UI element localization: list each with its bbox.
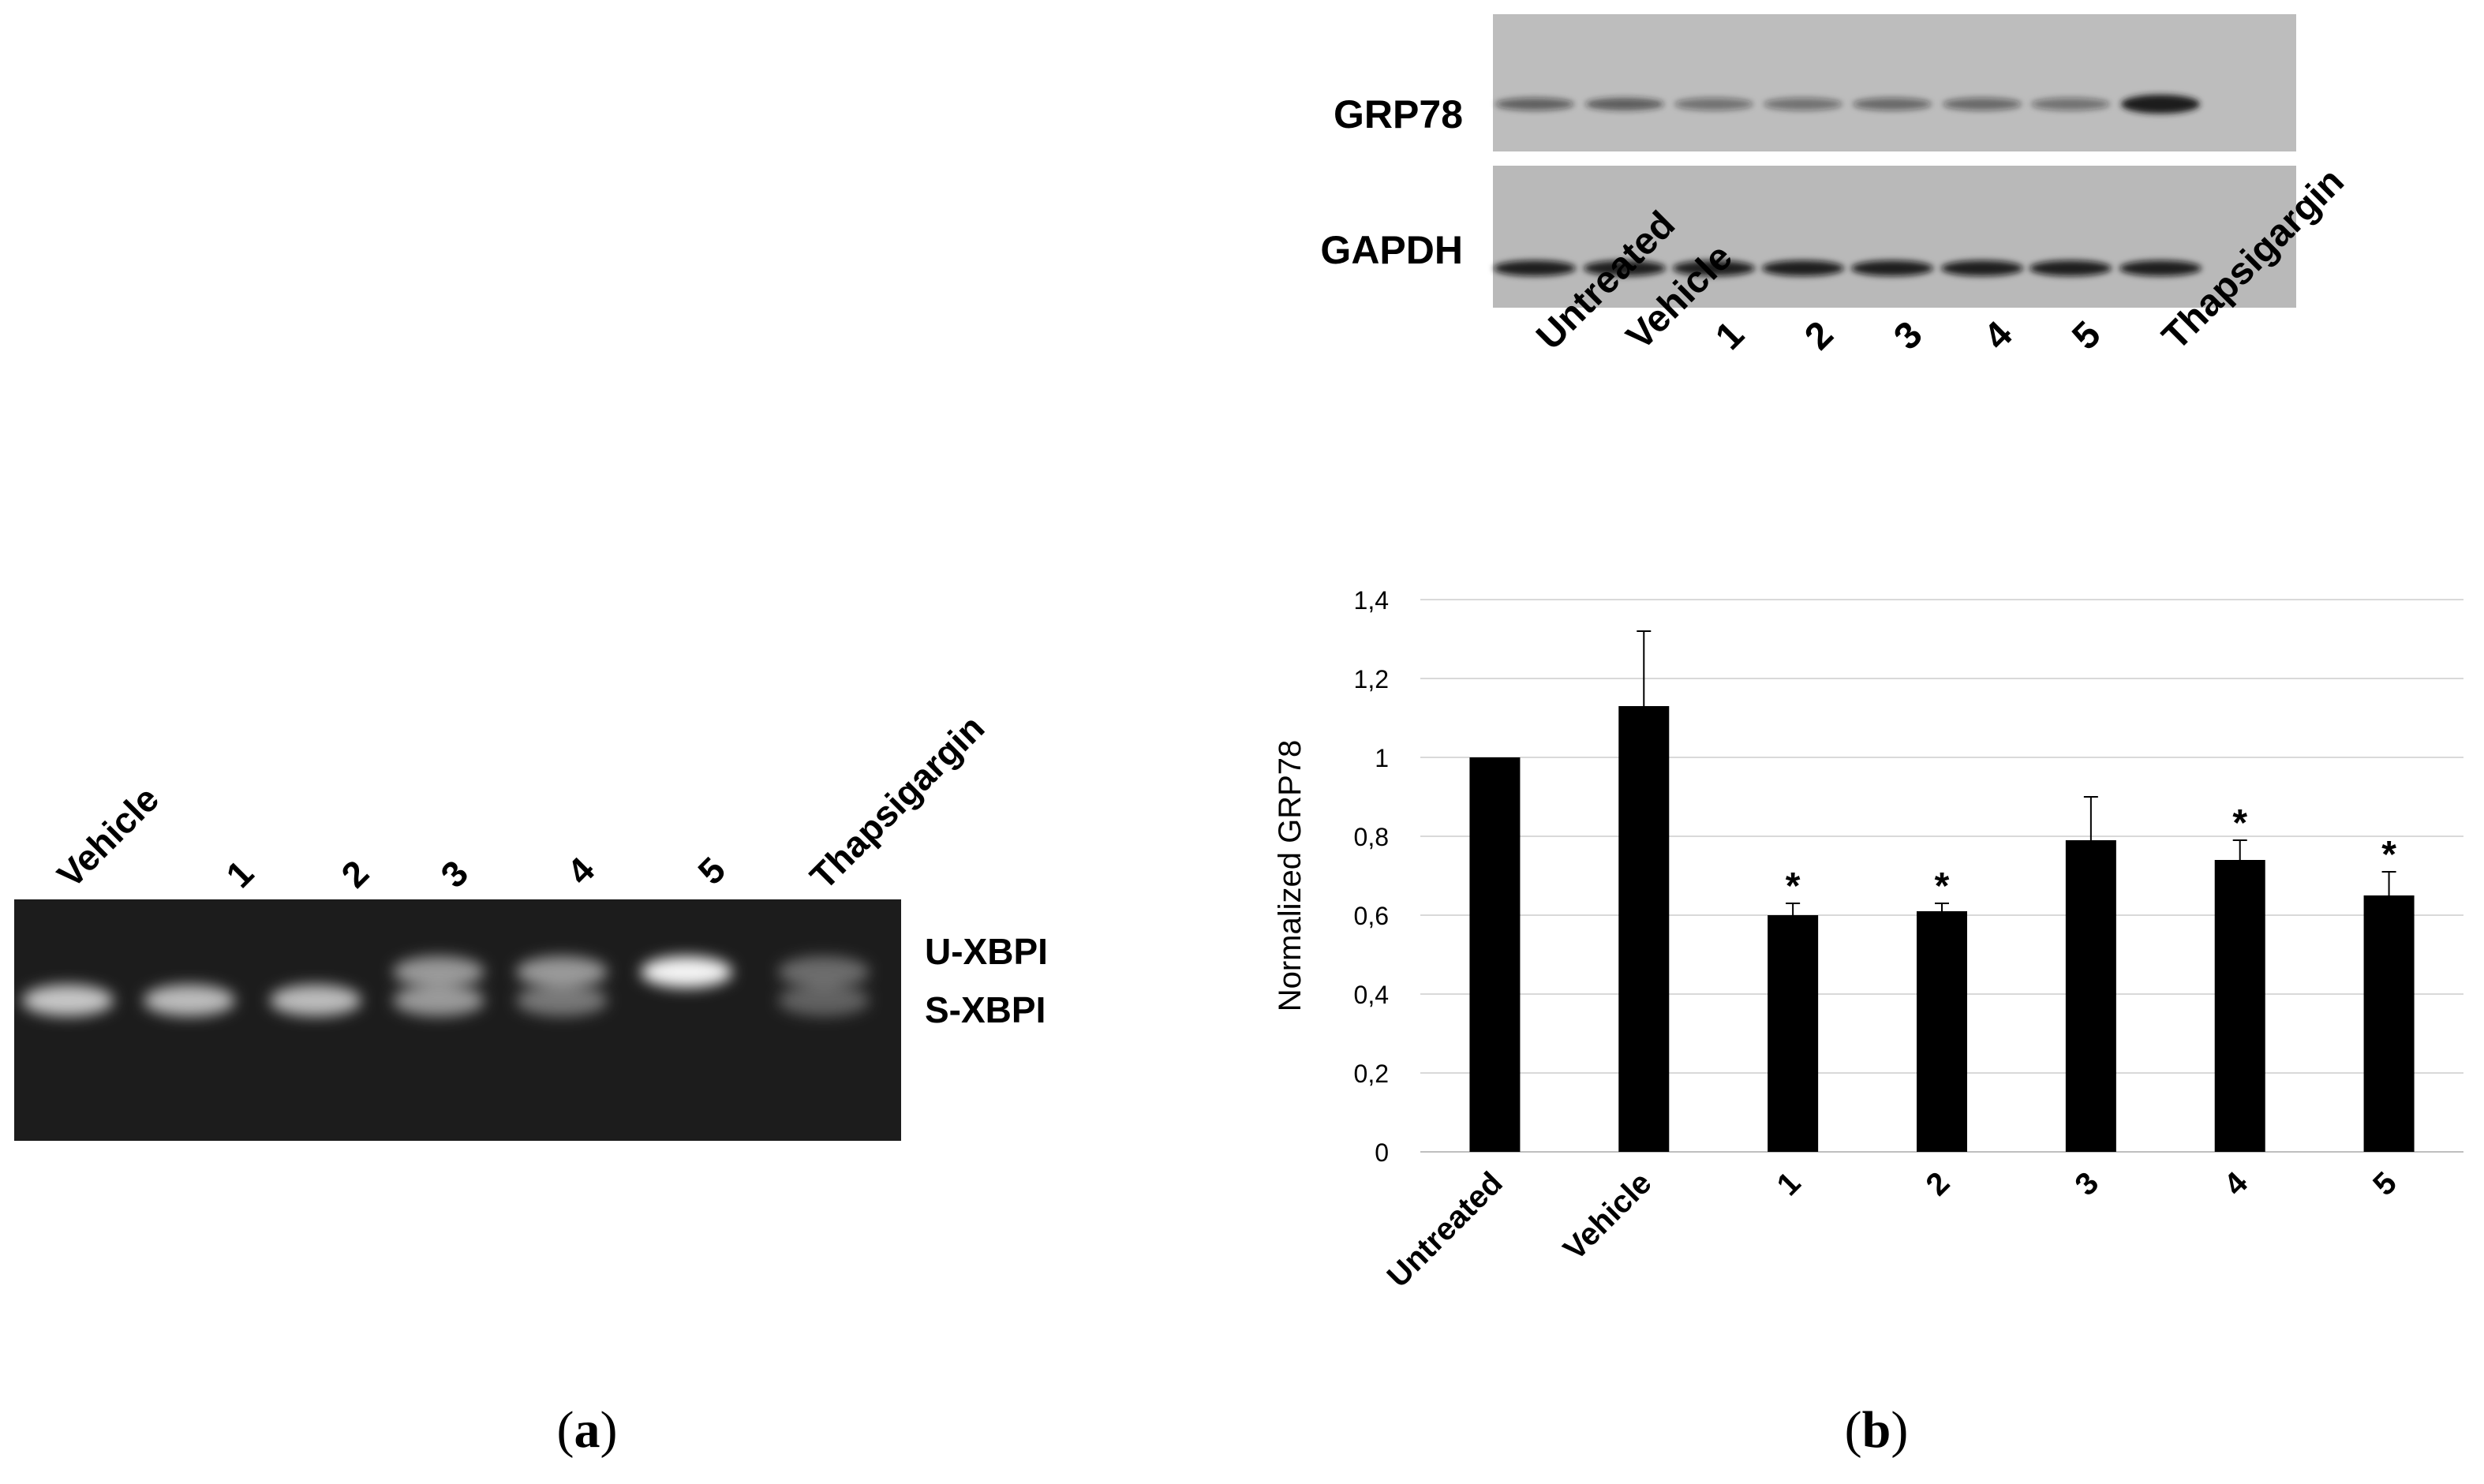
chart-significance-markers: * * * * [1786, 802, 2396, 907]
band-label-u-xbpi: U-XBPI [925, 931, 1048, 972]
chart-y-tick-label: 0,2 [1354, 1060, 1389, 1088]
gel-lane-label: Thapsigargin [802, 707, 992, 897]
gel-band-lower [144, 985, 235, 1016]
blot-band-gapdh [1494, 260, 1576, 276]
chart-y-tick-label: 1,2 [1354, 665, 1389, 693]
band-label-s-xbpi: S-XBPI [925, 989, 1046, 1030]
chart-significance-star: * [1786, 865, 1801, 907]
gel-band-lower [22, 985, 114, 1016]
blot-band-grp78 [2121, 95, 2200, 114]
chart-x-tick-label: Vehicle [1557, 1165, 1659, 1267]
gel-lane-label: Vehicle [49, 778, 166, 895]
blot-band-grp78 [1495, 98, 1574, 110]
gel-band-upper [778, 956, 870, 988]
chart-y-tick-label: 0,6 [1354, 902, 1389, 930]
blot-band-grp78 [1943, 98, 2022, 110]
gel-band-lower [393, 985, 484, 1016]
blot-lane-label: 2 [1797, 313, 1841, 357]
chart-y-tick-label: 1,4 [1354, 586, 1389, 615]
gel-band-upper [641, 956, 732, 988]
chart-bar [1768, 915, 1819, 1152]
chart-significance-star: * [2381, 834, 2396, 876]
chart-bar [2065, 840, 2116, 1152]
chart-bar [2363, 895, 2415, 1152]
blot-band-gapdh [1584, 260, 1666, 276]
blot-lane-label: 4 [1976, 313, 2021, 358]
chart-error-bars [1637, 630, 2396, 915]
gel-band-upper [393, 956, 484, 988]
blot-band-gapdh [1673, 260, 1755, 276]
gel-lane-label: 3 [432, 852, 476, 895]
blot-band-grp78 [1674, 98, 1753, 110]
gel-lane-label: 5 [690, 849, 733, 892]
chart-x-tick-label: 3 [2068, 1165, 2105, 1202]
panel-b-caption: (b) [1845, 1401, 1909, 1459]
blot-band-gapdh [2029, 260, 2112, 276]
blot-band-grp78 [1764, 98, 1842, 110]
chart-y-tick-labels: 0 0,2 0,4 0,6 0,8 1 1,2 1,4 [1354, 586, 1389, 1167]
chart-bar [2214, 860, 2265, 1152]
chart-y-tick-label: 0,4 [1354, 981, 1389, 1009]
blot-band-grp78 [1853, 98, 1932, 110]
chart-bar [1618, 706, 1670, 1152]
gel-band-lower [778, 985, 870, 1016]
blot-lane-label: 1 [1708, 313, 1752, 357]
panel-a-caption: (a) [557, 1401, 618, 1459]
gel-band-upper [516, 956, 608, 988]
bar-chart: 0 0,2 0,4 0,6 0,8 1 1,2 1,4 * * * * Untreated Vehic… [1273, 586, 2463, 1294]
blot-band-grp78 [1585, 98, 1664, 110]
panel-a-letter: a [574, 1401, 600, 1459]
chart-x-tick-label: Untreated [1381, 1165, 1509, 1294]
gel-band-lower [270, 985, 361, 1016]
blot-row-label-grp78: GRP78 [1334, 92, 1463, 136]
blot-lane-label: 5 [2064, 313, 2108, 357]
chart-bars [1469, 706, 2415, 1152]
blot-band-gapdh [1851, 260, 1933, 276]
chart-x-tick-label: 1 [1771, 1165, 1808, 1202]
chart-y-tick-label: 0 [1375, 1138, 1389, 1167]
chart-bar [1917, 911, 1967, 1152]
blot-strip-grp78 [1493, 14, 2296, 151]
gel-bands [22, 956, 870, 1016]
gel-lane-labels: Vehicle 1 2 3 4 5 Thapsigargin [49, 707, 992, 897]
blot-band-gapdh [2119, 260, 2202, 276]
gel-image [14, 899, 901, 1141]
blot-row-label-gapdh: GAPDH [1320, 228, 1463, 272]
blot-band-gapdh [1941, 260, 2023, 276]
blot-strip-gapdh [1493, 166, 2296, 308]
panel-a: Vehicle 1 2 3 4 5 Thapsigargin U-XBPI S-XBPI (… [14, 707, 1048, 1459]
chart-x-tick-label: 4 [2217, 1165, 2254, 1202]
gel-band-lower [516, 985, 608, 1016]
chart-x-tick-labels: Untreated Vehicle 1 2 3 4 5 [1381, 1165, 2404, 1295]
blot-lane-label: 3 [1886, 313, 1930, 357]
chart-bar [1469, 757, 1521, 1152]
chart-x-tick-label: 2 [1920, 1165, 1957, 1202]
blot-bands [1494, 95, 2202, 276]
blot-band-grp78 [2031, 98, 2110, 110]
chart-significance-star: * [2232, 802, 2247, 844]
panel-b-letter: b [1862, 1401, 1891, 1459]
gel-lane-label: 1 [218, 852, 261, 895]
gel-lane-label: 2 [333, 852, 376, 895]
chart-y-axis-label: Normalized GRP78 [1273, 740, 1307, 1012]
blot-band-gapdh [1762, 260, 1844, 276]
chart-x-tick-label: 5 [2366, 1165, 2404, 1202]
chart-y-tick-label: 1 [1375, 744, 1389, 772]
gel-lane-label: 4 [559, 849, 602, 892]
chart-gridlines [1420, 599, 2463, 1153]
chart-significance-star: * [1935, 865, 1950, 907]
chart-y-tick-label: 0,8 [1354, 823, 1389, 851]
